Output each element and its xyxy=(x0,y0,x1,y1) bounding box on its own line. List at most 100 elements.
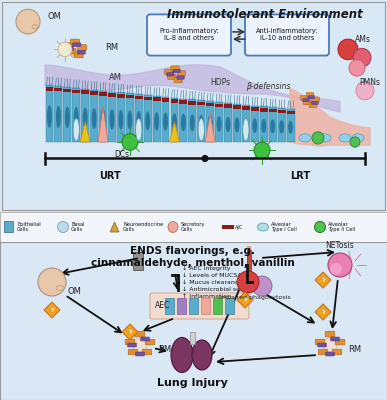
Bar xyxy=(135,96,143,99)
Text: Anti-inflammatory:
IL-10 and others: Anti-inflammatory: IL-10 and others xyxy=(256,28,318,42)
Bar xyxy=(126,93,134,142)
Bar xyxy=(46,86,53,142)
Bar xyxy=(251,107,259,111)
Text: NETosis: NETosis xyxy=(325,241,354,250)
Polygon shape xyxy=(315,304,331,320)
Bar xyxy=(215,104,223,107)
Ellipse shape xyxy=(243,118,249,141)
Ellipse shape xyxy=(32,25,38,29)
Bar xyxy=(4,221,13,232)
Bar xyxy=(161,98,170,102)
Bar xyxy=(165,298,174,314)
Bar xyxy=(197,100,205,142)
FancyBboxPatch shape xyxy=(318,349,328,355)
Bar xyxy=(63,89,71,92)
Bar xyxy=(215,102,223,142)
Ellipse shape xyxy=(110,109,115,130)
Circle shape xyxy=(237,271,259,293)
Text: Alveolar
Type II Cell: Alveolar Type II Cell xyxy=(328,222,355,232)
FancyBboxPatch shape xyxy=(65,46,74,50)
FancyBboxPatch shape xyxy=(335,339,345,345)
Text: RM: RM xyxy=(348,346,361,354)
Circle shape xyxy=(330,263,342,275)
Text: RM: RM xyxy=(158,346,171,354)
Ellipse shape xyxy=(252,118,257,133)
Bar xyxy=(222,225,234,229)
Polygon shape xyxy=(44,302,60,318)
Bar xyxy=(233,104,241,142)
Bar xyxy=(233,105,241,109)
Ellipse shape xyxy=(73,118,79,141)
Circle shape xyxy=(312,132,324,144)
Bar xyxy=(225,298,234,314)
Bar xyxy=(260,108,268,112)
FancyBboxPatch shape xyxy=(308,96,315,99)
Bar xyxy=(126,95,134,98)
Ellipse shape xyxy=(154,112,159,130)
Bar xyxy=(108,92,116,142)
Text: β-defensins: β-defensins xyxy=(246,82,290,91)
FancyBboxPatch shape xyxy=(325,331,335,337)
Ellipse shape xyxy=(47,105,52,128)
Text: ENDS flavorings, e.g.
cinnamaldehyde, menthol, vanillin: ENDS flavorings, e.g. cinnamaldehyde, me… xyxy=(91,246,295,268)
FancyBboxPatch shape xyxy=(135,331,145,337)
Bar xyxy=(189,298,198,314)
Text: AJC: AJC xyxy=(235,224,243,230)
Bar xyxy=(46,87,53,90)
Ellipse shape xyxy=(226,117,231,132)
Ellipse shape xyxy=(288,121,293,134)
Bar xyxy=(99,91,107,142)
FancyBboxPatch shape xyxy=(301,96,308,100)
FancyBboxPatch shape xyxy=(150,293,249,319)
Polygon shape xyxy=(237,292,253,308)
FancyBboxPatch shape xyxy=(309,103,317,108)
Ellipse shape xyxy=(243,118,248,133)
Ellipse shape xyxy=(135,118,142,141)
FancyBboxPatch shape xyxy=(317,343,327,347)
Text: Immunotolerant Environment: Immunotolerant Environment xyxy=(167,8,363,21)
Polygon shape xyxy=(170,122,180,142)
FancyBboxPatch shape xyxy=(303,100,311,105)
Text: OM: OM xyxy=(68,288,82,296)
Polygon shape xyxy=(45,65,340,112)
FancyBboxPatch shape xyxy=(171,66,179,71)
Bar xyxy=(152,96,161,142)
Bar xyxy=(247,250,251,270)
Polygon shape xyxy=(315,272,331,288)
Bar xyxy=(213,298,222,314)
Bar xyxy=(90,91,98,95)
Text: AM: AM xyxy=(108,73,122,82)
Bar xyxy=(81,90,89,94)
Polygon shape xyxy=(110,222,119,232)
Ellipse shape xyxy=(199,115,204,132)
Bar xyxy=(206,103,214,106)
FancyBboxPatch shape xyxy=(142,349,152,355)
Circle shape xyxy=(350,137,360,147)
FancyBboxPatch shape xyxy=(128,349,138,355)
Bar xyxy=(161,97,170,142)
Bar xyxy=(81,89,89,142)
FancyBboxPatch shape xyxy=(177,71,186,76)
FancyBboxPatch shape xyxy=(127,343,137,347)
Ellipse shape xyxy=(56,286,64,290)
Circle shape xyxy=(122,134,138,150)
Ellipse shape xyxy=(235,117,240,132)
Ellipse shape xyxy=(83,108,87,129)
Bar xyxy=(171,99,178,103)
Circle shape xyxy=(328,253,352,277)
Circle shape xyxy=(254,142,270,158)
Polygon shape xyxy=(122,324,138,340)
Bar xyxy=(180,100,187,104)
Text: Basal
Cells: Basal Cells xyxy=(71,222,84,232)
Ellipse shape xyxy=(145,112,150,130)
FancyBboxPatch shape xyxy=(312,97,319,102)
Ellipse shape xyxy=(118,110,123,130)
Bar xyxy=(224,103,232,142)
Bar xyxy=(269,109,277,112)
Bar xyxy=(144,95,152,142)
FancyBboxPatch shape xyxy=(135,352,144,356)
Text: Neuroendocrine
Cells: Neuroendocrine Cells xyxy=(123,222,163,232)
Bar xyxy=(251,106,259,142)
Ellipse shape xyxy=(299,134,311,142)
Bar xyxy=(269,107,277,142)
